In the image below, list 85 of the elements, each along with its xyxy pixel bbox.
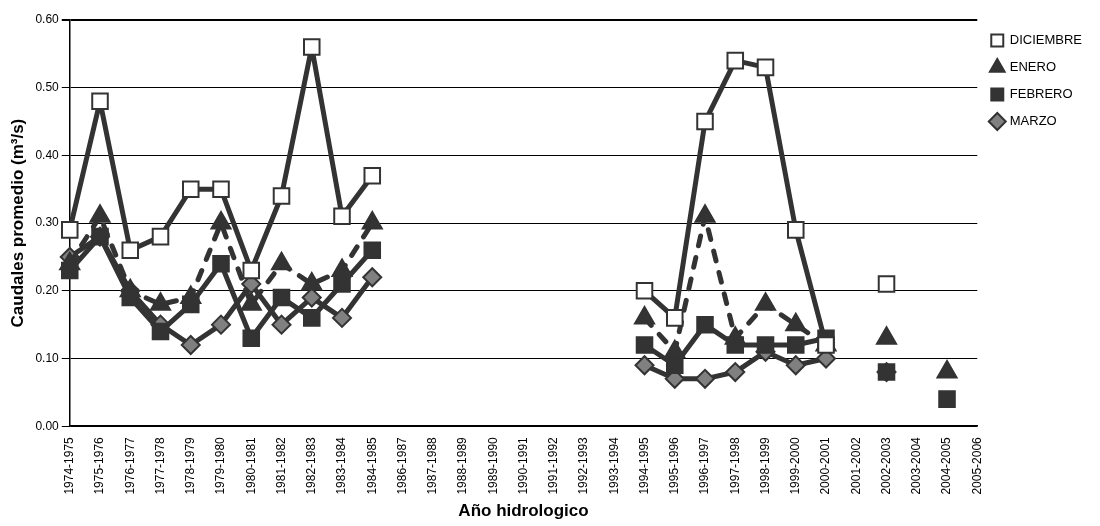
x-tick-label: 1998-1999 <box>757 436 772 495</box>
point <box>725 362 746 383</box>
legend-label: ENERO <box>1009 59 1056 75</box>
legend-label: FEBRERO <box>1009 86 1073 102</box>
point <box>696 112 714 131</box>
point <box>333 275 351 293</box>
x-tick-label: 1995-1996 <box>667 436 682 495</box>
x-tick-label: 1991-1992 <box>546 436 561 495</box>
x-tick-label: 1989-1990 <box>485 436 500 495</box>
point <box>938 390 956 408</box>
point <box>242 261 261 280</box>
point <box>362 267 383 288</box>
y-tick-label: 0.00 <box>35 418 60 433</box>
x-axis-title: Año hidrologico <box>458 501 589 521</box>
point <box>786 336 805 354</box>
point <box>332 307 353 328</box>
point <box>665 309 684 327</box>
y-tick-label: 0.50 <box>35 80 60 95</box>
point <box>756 336 775 354</box>
x-tick-label: 1975-1976 <box>92 436 107 495</box>
point <box>695 368 716 389</box>
point <box>91 92 109 111</box>
point <box>151 227 170 246</box>
point <box>634 355 655 376</box>
point <box>756 58 775 77</box>
point <box>635 282 654 300</box>
point <box>817 336 835 354</box>
y-axis-title: Caudales promedio (m³/s) <box>7 118 27 328</box>
y-tick-label: 0.10 <box>35 350 60 365</box>
x-tick-label: 1983-1984 <box>334 436 349 495</box>
point <box>211 314 232 335</box>
x-tick-label: 1994-1995 <box>636 436 651 495</box>
point <box>302 309 321 327</box>
point <box>60 221 79 239</box>
x-tick-label: 2005-2006 <box>969 436 984 495</box>
x-tick-label: 1996-1997 <box>697 436 712 495</box>
point <box>180 334 201 355</box>
point <box>212 180 230 199</box>
y-tick-label: 0.40 <box>35 147 60 162</box>
x-tick-label: 1984-1985 <box>364 436 379 495</box>
point <box>242 329 261 347</box>
x-tick-label: 1976-1977 <box>122 436 137 495</box>
x-tick-label: 2003-2004 <box>909 436 924 495</box>
x-tick-label: 1992-1993 <box>576 436 591 495</box>
y-tick-label: 0.30 <box>35 215 60 230</box>
point <box>665 356 684 375</box>
point <box>877 275 896 293</box>
x-tick-label: 2002-2003 <box>878 436 893 495</box>
point <box>786 221 805 239</box>
point <box>302 38 321 56</box>
x-tick-label: 1982-1983 <box>304 436 319 495</box>
x-tick-label: 1981-1982 <box>273 436 288 495</box>
x-tick-label: 2004-2005 <box>939 436 954 495</box>
legend-label: DICIEMBRE <box>1009 32 1083 48</box>
x-tick-label: 1978-1979 <box>183 436 198 495</box>
point <box>272 288 291 307</box>
x-tick-label: 1993-1994 <box>606 436 621 495</box>
point <box>785 355 806 376</box>
x-tick-label: 1980-1981 <box>243 436 258 495</box>
point <box>333 207 351 226</box>
legend-label: MARZO <box>1009 113 1057 129</box>
point <box>696 315 714 334</box>
x-tick-label: 1988-1989 <box>455 436 470 495</box>
x-tick-label: 1986-1987 <box>394 436 409 495</box>
x-tick-label: 1999-2000 <box>788 436 803 495</box>
x-tick-label: 1979-1980 <box>213 436 228 495</box>
point <box>363 241 382 259</box>
x-tick-label: 2001-2002 <box>848 436 863 495</box>
point <box>363 166 382 185</box>
point <box>272 187 291 205</box>
x-tick-label: 1977-1978 <box>152 436 167 495</box>
point <box>212 254 230 273</box>
y-tick-label: 0.20 <box>35 283 60 298</box>
x-tick-label: 1974-1975 <box>62 436 77 495</box>
point <box>271 314 292 335</box>
point <box>181 180 200 199</box>
x-tick-label: 1987-1988 <box>425 436 440 495</box>
x-tick-label: 1997-1998 <box>727 436 742 495</box>
point <box>151 322 170 341</box>
y-tick-label: 0.60 <box>35 12 60 27</box>
x-tick-label: 1990-1991 <box>515 436 530 495</box>
x-tick-label: 2000-2001 <box>818 436 833 495</box>
point <box>121 241 140 259</box>
point <box>635 336 654 354</box>
point <box>726 51 745 70</box>
